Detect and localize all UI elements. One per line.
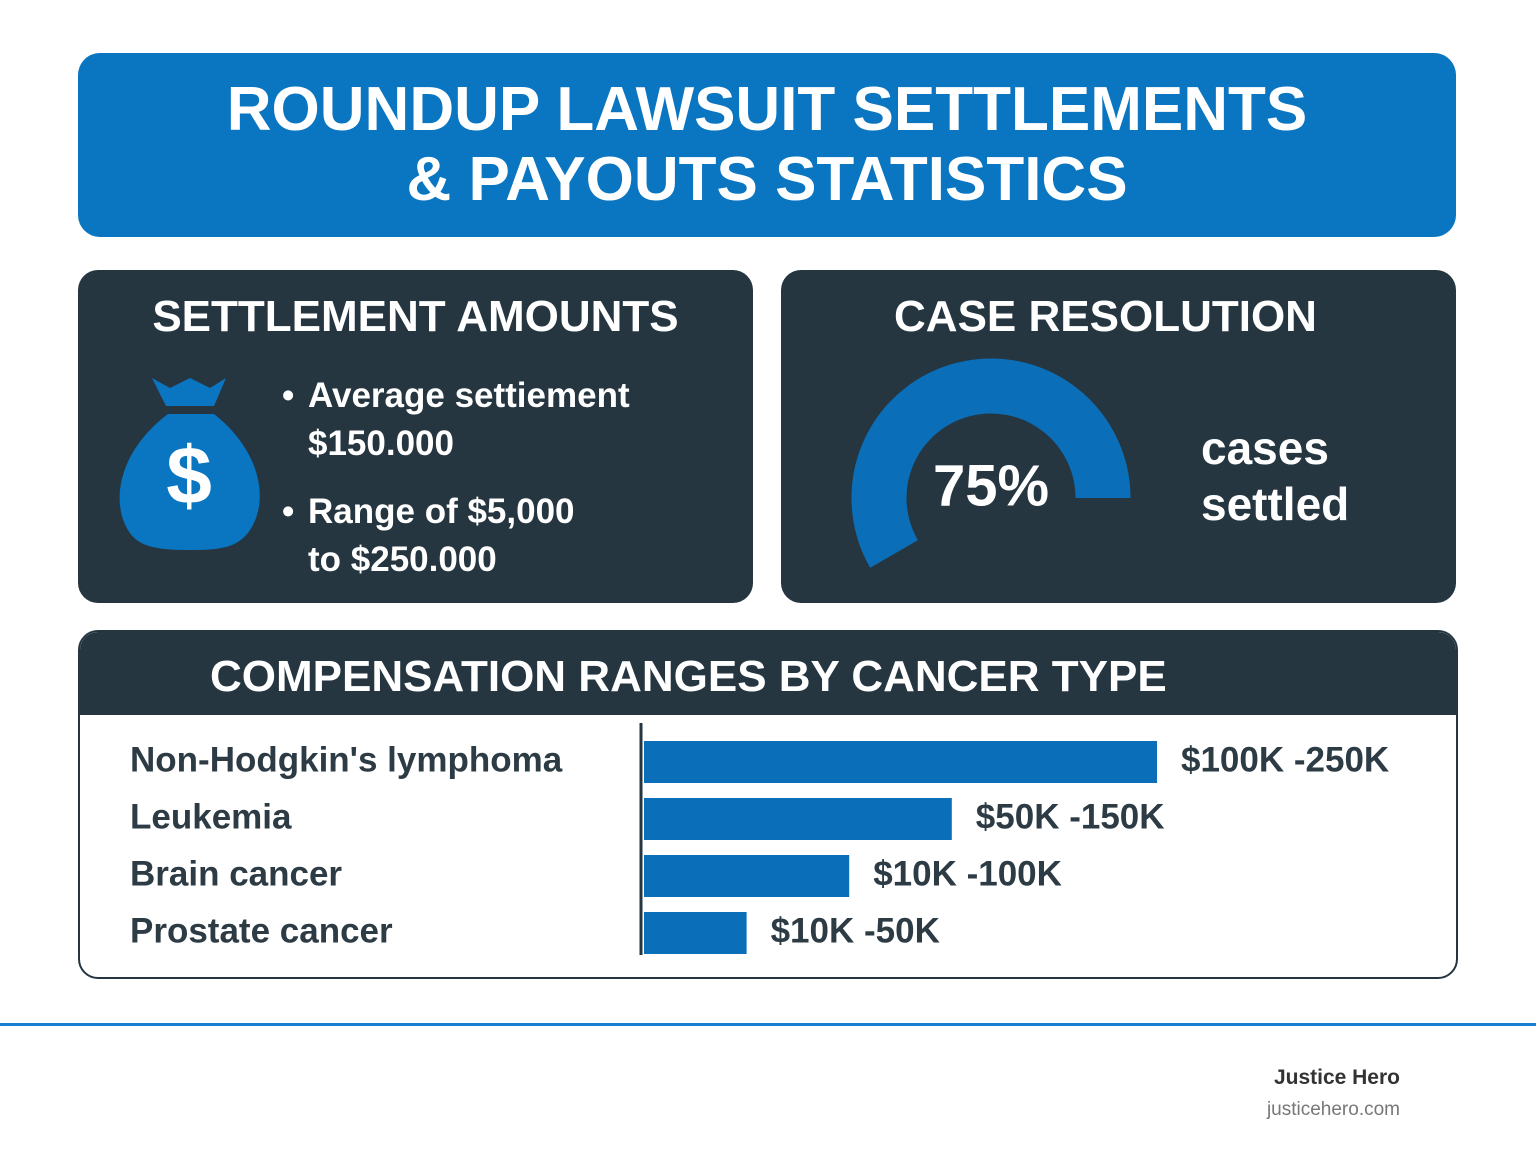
gauge-arc [851, 358, 1131, 568]
value-label: $50K -150K [976, 797, 1165, 836]
panel-header [80, 632, 1456, 715]
category-label: Brain cancer [130, 854, 342, 893]
value-label: $100K -250K [1181, 740, 1389, 779]
gauge-value: 75% [933, 453, 1049, 518]
item-line: $150.000 [308, 424, 454, 463]
chart-title: COMPENSATION RANGES BY CANCER TYPE [210, 652, 1167, 701]
icon-symbol: $ [166, 431, 212, 522]
bullet: • [282, 376, 295, 415]
money-bag-icon: $ [119, 378, 260, 550]
settlement-item: Average settiement $150.000 [308, 372, 630, 468]
gauge-caption: settled [1201, 478, 1349, 530]
gauge: 75% cases settled [851, 358, 1349, 568]
category-label: Leukemia [130, 797, 292, 836]
bar [644, 855, 850, 897]
bar-chart: Non-Hodgkin's lymphoma $100K -250K Leukemi… [130, 723, 1389, 955]
category-label: Prostate cancer [130, 911, 393, 950]
divider [0, 1023, 1536, 1026]
item-line: Range of $5,000 [308, 492, 575, 531]
item-line: Average settiement [308, 376, 630, 415]
category-label: Non-Hodgkin's lymphoma [130, 740, 563, 779]
panel-title: CASE RESOLUTION [894, 292, 1317, 341]
bar [644, 741, 1157, 783]
bullet: • [282, 492, 295, 531]
header-title: ROUNDUP LAWSUIT SETTLEMENTS & PAYOUTS ST… [78, 53, 1456, 237]
bar [644, 912, 747, 954]
panel-title: SETTLEMENT AMOUNTS [152, 292, 679, 341]
gauge-caption: cases [1201, 422, 1329, 474]
bar [644, 798, 952, 840]
value-label: $10K -50K [771, 911, 940, 950]
compensation-panel: COMPENSATION RANGES BY CANCER TYPE Non-H… [78, 630, 1458, 979]
settlement-item: Range of $5,000 to $250.000 [308, 488, 575, 584]
item-line: to $250.000 [308, 540, 497, 579]
footer-brand: Justice Hero [1273, 1066, 1400, 1089]
footer-url: justicehero.com [1266, 1099, 1400, 1120]
value-label: $10K -100K [873, 854, 1062, 893]
